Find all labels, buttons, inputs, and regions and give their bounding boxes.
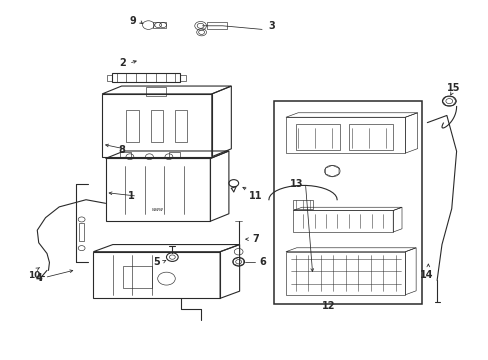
- Bar: [107, 75, 112, 81]
- Bar: [122, 266, 152, 288]
- Bar: [168, 152, 179, 158]
- Text: 14: 14: [419, 270, 432, 280]
- Text: 8: 8: [118, 144, 125, 154]
- Text: 4: 4: [35, 273, 42, 283]
- Text: 2: 2: [120, 58, 126, 68]
- Bar: [126, 110, 139, 142]
- Text: 7: 7: [252, 234, 259, 244]
- Text: 12: 12: [321, 301, 334, 311]
- Bar: [348, 125, 392, 149]
- Text: 5: 5: [153, 257, 160, 267]
- Bar: [120, 152, 131, 158]
- Bar: [79, 223, 84, 241]
- Text: 10: 10: [28, 271, 40, 280]
- Text: 3: 3: [267, 21, 274, 31]
- Text: www: www: [152, 207, 163, 212]
- Text: 11: 11: [249, 192, 263, 202]
- Bar: [146, 87, 165, 96]
- Bar: [180, 75, 185, 81]
- Bar: [293, 200, 312, 209]
- Text: 1: 1: [128, 191, 135, 201]
- Text: 15: 15: [446, 83, 459, 93]
- Text: 6: 6: [259, 257, 265, 267]
- Bar: [295, 125, 339, 149]
- Bar: [207, 22, 226, 30]
- Bar: [273, 101, 422, 304]
- Bar: [175, 110, 187, 142]
- Text: 13: 13: [289, 179, 303, 189]
- Bar: [151, 110, 163, 142]
- Text: 9: 9: [129, 16, 136, 26]
